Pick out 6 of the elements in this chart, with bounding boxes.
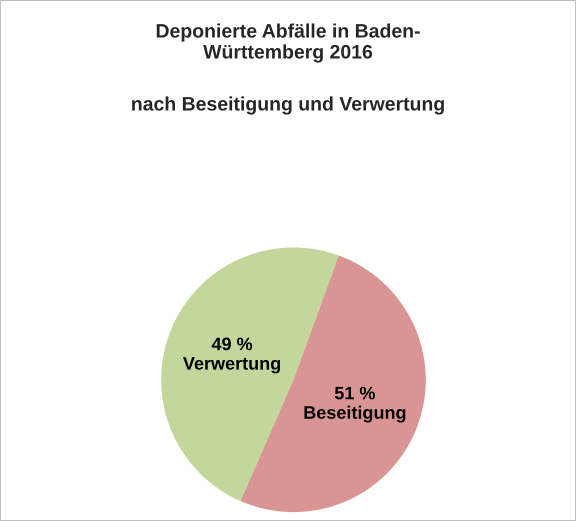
slice-label: Verwertung [183,357,280,374]
slice-label: Beseitigung [304,406,406,423]
chart-subtitle: nach Beseitigung und Verwertung [132,96,444,115]
chart-title: Deponierte Abfälle in Baden- Württemberg 2016 [156,23,420,63]
data-label: 49 % [212,338,252,350]
data-label: 51 % [334,386,375,400]
